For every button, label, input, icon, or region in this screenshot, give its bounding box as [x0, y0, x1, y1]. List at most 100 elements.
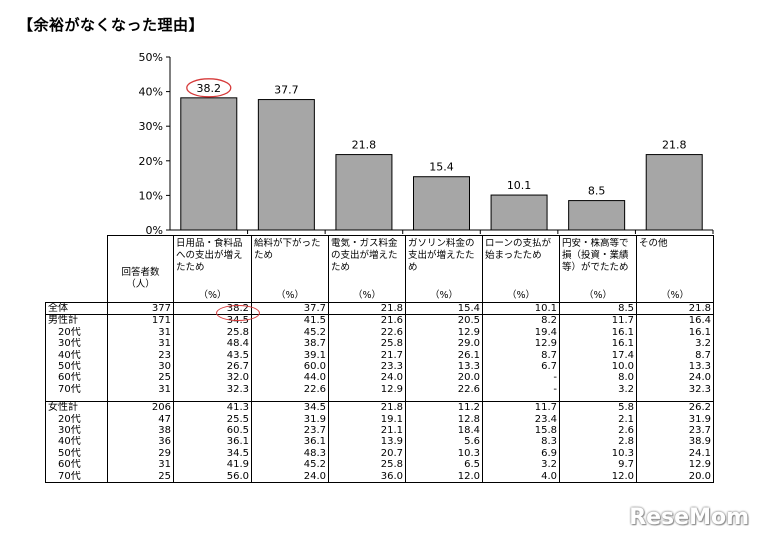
bar-value-label: 37.7: [274, 84, 299, 97]
table-row: 全体 377 38.2 37.7 21.8 15.4 10.1 8.5 21.8: [45, 301, 714, 315]
respondent-count: 377: [107, 301, 174, 315]
percent-cell: 26.1: [405, 349, 483, 362]
table-row: 女性計 206 41.3 34.5 21.8 11.2 11.7 5.8 26.2: [45, 401, 714, 414]
percent-cell: 12.8: [405, 413, 483, 426]
percent-cell: 11.7: [559, 314, 637, 327]
percent-cell: 44.0: [251, 372, 329, 384]
table-row: 50代 29 34.5 48.3 20.7 10.3 6.9 10.3 24.1: [45, 447, 714, 460]
percent-cell: 60.5: [173, 425, 252, 437]
table-row: 40代 23 43.5 39.1 21.7 26.1 8.7 17.4 8.7: [45, 349, 714, 362]
percent-cell: 20.0: [636, 470, 714, 484]
percent-cell: 31.9: [251, 413, 329, 426]
percent-cell: 34.5: [251, 401, 329, 414]
percent-cell: 12.9: [636, 459, 714, 471]
row-label: 70代: [45, 470, 108, 484]
percent-cell: 17.4: [559, 349, 637, 362]
percent-cell: 8.7: [482, 349, 560, 362]
percent-cell: 25.8: [328, 459, 406, 471]
respondent-count: 30: [107, 361, 174, 373]
respondent-count: 31: [107, 338, 174, 350]
y-tick-label: 30%: [139, 120, 163, 133]
percent-cell: 23.4: [482, 413, 560, 426]
percent-cell: 8.2: [482, 314, 560, 327]
percent-cell: 21.8: [328, 301, 406, 315]
percent-cell: 31.9: [636, 413, 714, 426]
row-label: 50代: [45, 447, 108, 460]
column-header: 給料が下がったため （%）: [251, 235, 329, 303]
bar: [490, 194, 548, 231]
percent-cell: 15.8: [482, 425, 560, 437]
highlight-ellipse: [186, 78, 232, 98]
y-tick-label: 0%: [146, 224, 163, 237]
percent-cell: 21.1: [328, 425, 406, 437]
table-row: 30代 31 48.4 38.7 25.8 29.0 12.9 16.1 3.2: [45, 338, 714, 350]
percent-cell: 15.4: [405, 301, 483, 315]
column-header-label: その他: [639, 238, 668, 249]
percent-cell: 60.0: [251, 361, 329, 373]
table-row: 20代 31 25.8 45.2 22.6 12.9 19.4 16.1 16.1: [45, 326, 714, 339]
row-label: 30代: [45, 338, 108, 350]
chart-title: 【余裕がなくなった理由】: [18, 16, 205, 34]
table-row: 20代 47 25.5 31.9 19.1 12.8 23.4 2.1 31.9: [45, 413, 714, 426]
table-corner: [46, 236, 108, 303]
percent-cell: 2.8: [559, 436, 637, 448]
percent-cell: 43.5: [173, 349, 252, 362]
column-unit: （%）: [506, 290, 536, 301]
percent-cell: 10.1: [482, 301, 560, 315]
percent-cell: 26.2: [636, 401, 714, 414]
percent-cell: 24.0: [328, 372, 406, 384]
percent-cell: 24.1: [636, 447, 714, 460]
column-unit: （%）: [352, 290, 382, 301]
column-unit: （%）: [198, 290, 227, 301]
percent-cell: 12.9: [482, 338, 560, 350]
percent-cell: 10.3: [405, 447, 483, 460]
respondents-unit: （人）: [126, 279, 155, 290]
table-row: 70代 31 32.3 22.6 12.9 22.6-3.2 32.3: [45, 383, 714, 396]
percent-cell: 22.6: [328, 326, 406, 339]
percent-cell: 16.1: [559, 326, 637, 339]
table-row: 30代 38 60.5 23.7 21.1 18.4 15.8 2.6 23.7: [45, 425, 714, 437]
column-unit: （%）: [275, 290, 305, 301]
row-label: 20代: [45, 413, 108, 426]
bar-value-label: 8.5: [588, 185, 606, 198]
percent-cell: 13.3: [636, 361, 714, 373]
percent-cell: 18.4: [405, 425, 483, 437]
y-tick-label: 50%: [139, 51, 163, 64]
percent-cell: 23.7: [251, 425, 329, 437]
percent-cell: 19.4: [482, 326, 560, 339]
respondent-count: 36: [107, 436, 174, 448]
respondent-count: 206: [107, 401, 174, 414]
percent-cell: 21.7: [328, 349, 406, 362]
table-row: 40代 36 36.1 36.1 13.9 5.6 8.3 2.8 38.9: [45, 436, 714, 448]
y-tick-label: 20%: [139, 155, 163, 168]
percent-cell: 16.1: [636, 326, 714, 339]
percent-cell: 37.7: [251, 301, 329, 315]
column-unit: （%）: [583, 290, 613, 301]
percent-cell: 36.1: [173, 436, 252, 448]
percent-cell: 2.6: [559, 425, 637, 437]
row-label: 全体: [45, 301, 108, 315]
bar-value-label: 15.4: [429, 161, 454, 174]
column-header-label: 電気・ガス料金の支出が増えたため: [331, 238, 398, 273]
percent-cell: 25.8: [173, 326, 252, 339]
percent-cell: 22.6: [405, 383, 483, 396]
percent-cell: 10.0: [559, 361, 637, 373]
percent-cell: 38.9: [636, 436, 714, 448]
gap-cell: [636, 395, 714, 402]
percent-cell: 38.7: [251, 338, 329, 350]
percent-cell: 41.5: [251, 314, 329, 327]
percent-cell: 21.6: [328, 314, 406, 327]
bar: [413, 176, 470, 231]
percent-cell: 41.3: [173, 401, 252, 414]
percent-cell: 24.0: [251, 470, 329, 484]
percent-cell: 29.0: [405, 338, 483, 350]
table-row: 60代 31 41.9 45.2 25.8 6.5 3.2 9.7 12.9: [45, 459, 714, 471]
percent-cell: 16.4: [636, 314, 714, 327]
percent-cell: 20.7: [328, 447, 406, 460]
percent-cell: 6.7: [482, 361, 560, 373]
bar: [335, 154, 393, 231]
percent-cell: 21.8: [328, 401, 406, 414]
percent-cell: 11.2: [405, 401, 483, 414]
percent-cell: 3.2: [482, 459, 560, 471]
column-header: その他 （%）: [636, 235, 714, 303]
